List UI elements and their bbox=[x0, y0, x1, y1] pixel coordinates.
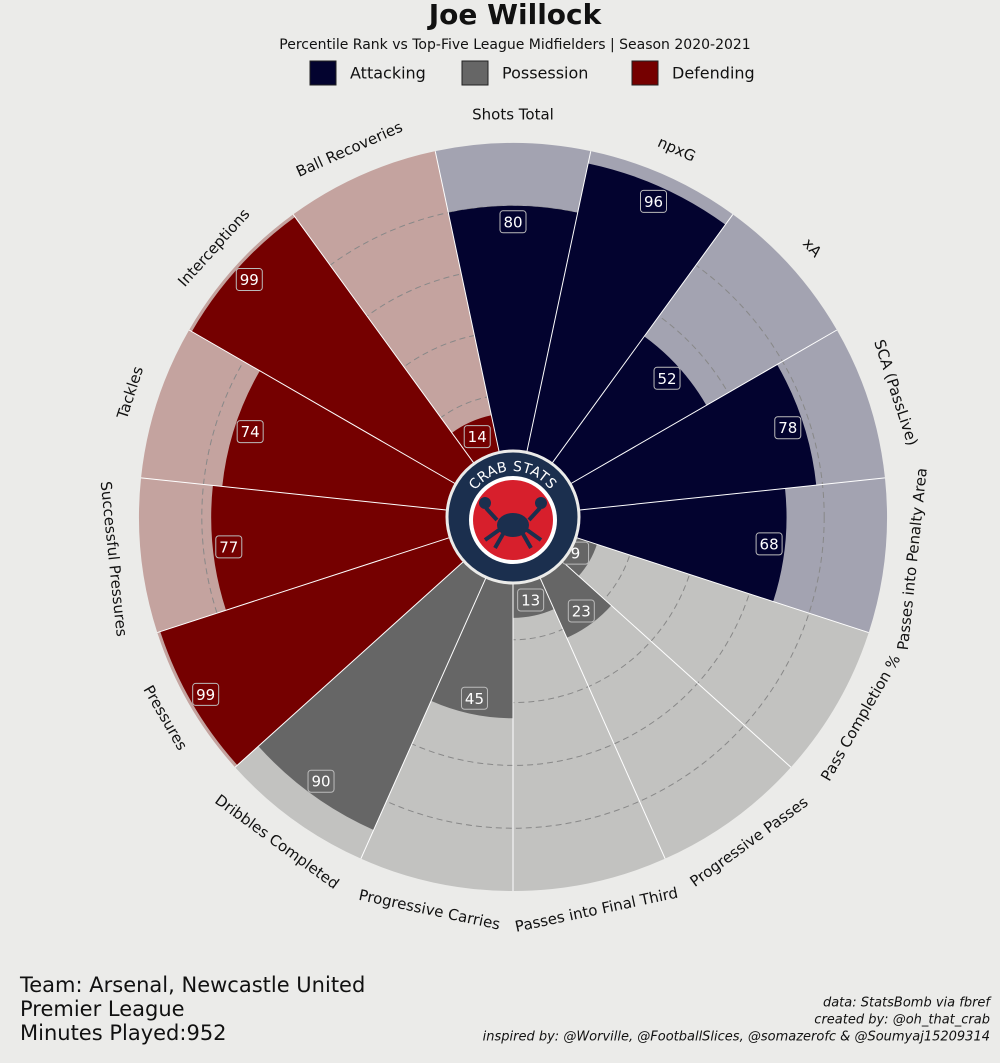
value-box bbox=[236, 420, 264, 444]
value-label: 90 bbox=[311, 773, 330, 791]
bar bbox=[258, 557, 489, 830]
separator bbox=[569, 535, 869, 634]
credit-line: inspired by: @Worville, @FootballSlices,… bbox=[483, 1030, 990, 1045]
value-box bbox=[517, 588, 545, 612]
legend-swatch bbox=[461, 60, 489, 86]
value-box bbox=[307, 769, 335, 793]
legend-swatch bbox=[309, 60, 337, 86]
value-box bbox=[653, 366, 681, 390]
value-label: 45 bbox=[465, 690, 484, 708]
bar bbox=[191, 216, 478, 487]
chart-subtitle: Percentile Rank vs Top-Five League Midfi… bbox=[279, 37, 750, 53]
credit-line: data: StatsBomb via fbref bbox=[823, 996, 992, 1011]
value-label: 13 bbox=[521, 591, 540, 609]
bar bbox=[431, 571, 513, 719]
value-label: 80 bbox=[503, 213, 522, 231]
crab-claw bbox=[479, 497, 491, 509]
bar bbox=[160, 535, 469, 766]
value-box bbox=[192, 682, 220, 706]
slice-background bbox=[557, 535, 869, 768]
category-label: Tackles bbox=[113, 364, 147, 422]
bar bbox=[211, 485, 456, 611]
separator bbox=[360, 571, 490, 859]
value-box bbox=[460, 686, 488, 710]
value-box bbox=[215, 535, 243, 559]
separator bbox=[557, 556, 792, 768]
category-label: Progressive Carries bbox=[357, 886, 502, 934]
separator bbox=[572, 477, 886, 512]
bar bbox=[570, 488, 787, 602]
value-label: 9 bbox=[571, 545, 581, 563]
category-label: Shots Total bbox=[472, 106, 554, 124]
footer-line: Team: Arsenal, Newcastle United bbox=[19, 973, 365, 997]
value-label: 14 bbox=[468, 428, 487, 446]
value-box bbox=[774, 416, 802, 440]
chart-title: Joe Willock bbox=[427, 0, 603, 31]
category-label: SCA (PassLive) bbox=[870, 337, 921, 448]
value-label: 23 bbox=[572, 603, 591, 621]
plot: 80 Shots Total 96 npxG 52 xA 78 SCA (PassLive) 6… bbox=[97, 106, 931, 936]
value-label: 99 bbox=[196, 686, 215, 704]
separator bbox=[547, 214, 734, 469]
value-box bbox=[640, 189, 668, 213]
legend-label: Possession bbox=[502, 64, 588, 83]
category-label: Successful Pressures bbox=[97, 480, 131, 637]
value-label: 52 bbox=[657, 370, 676, 388]
legend-swatch bbox=[631, 60, 659, 86]
bar bbox=[525, 163, 726, 469]
separator bbox=[292, 214, 479, 469]
category-label: Passes into Penalty Area bbox=[894, 467, 931, 651]
bar bbox=[448, 205, 578, 459]
legend-label: Attacking bbox=[350, 64, 426, 83]
value-label: 74 bbox=[241, 423, 260, 441]
separator bbox=[524, 151, 592, 459]
slice-background bbox=[537, 557, 791, 859]
value-label: 78 bbox=[778, 419, 797, 437]
crab-claw bbox=[535, 497, 547, 509]
separator bbox=[157, 535, 457, 634]
value-box bbox=[567, 599, 595, 623]
value-label: 96 bbox=[644, 193, 663, 211]
value-box bbox=[499, 210, 527, 234]
value-label: 99 bbox=[240, 271, 259, 289]
value-box bbox=[463, 425, 491, 449]
bar bbox=[222, 370, 462, 511]
value-label: 68 bbox=[760, 535, 779, 553]
crab-body bbox=[497, 513, 529, 537]
separator bbox=[564, 329, 838, 488]
separator bbox=[434, 151, 502, 459]
category-label: xA bbox=[799, 235, 826, 262]
value-label: 77 bbox=[219, 538, 238, 556]
legend-label: Defending bbox=[672, 64, 755, 83]
slice-background bbox=[293, 151, 501, 469]
value-box bbox=[755, 532, 783, 556]
separator bbox=[188, 329, 462, 488]
bar bbox=[564, 364, 817, 511]
separator bbox=[536, 571, 666, 859]
value-box bbox=[235, 268, 263, 292]
category-label: npxG bbox=[655, 133, 698, 166]
category-label: Passes into Final Third bbox=[513, 884, 679, 936]
credit-line: created by: @oh_that_crab bbox=[814, 1013, 990, 1028]
footer-line: Minutes Played:952 bbox=[20, 1021, 227, 1045]
logo: CRAB STATS bbox=[445, 449, 581, 585]
footer-line: Premier League bbox=[20, 997, 185, 1021]
slice-background bbox=[513, 571, 666, 891]
separator bbox=[140, 477, 454, 512]
separator bbox=[234, 556, 469, 768]
crab-legs bbox=[483, 506, 543, 549]
